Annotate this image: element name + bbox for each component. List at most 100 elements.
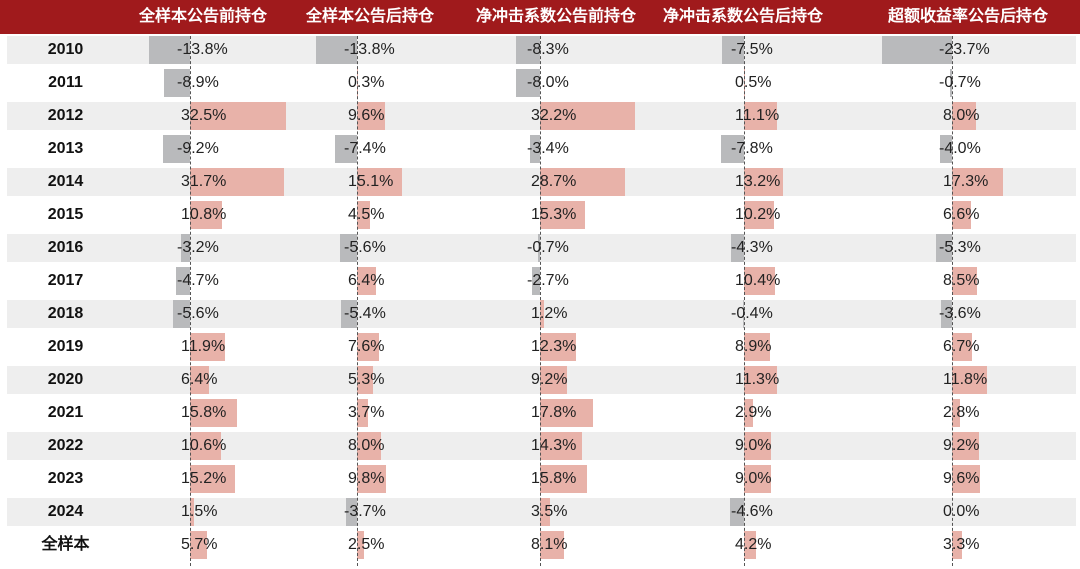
data-bar	[744, 333, 771, 361]
data-label: -0.4%	[731, 305, 773, 322]
data-bar	[190, 102, 286, 130]
column-header: 净冲击系数公告前持仓	[475, 8, 636, 25]
data-bar	[357, 102, 386, 130]
data-label: 0.3%	[348, 74, 385, 91]
data-bar	[744, 432, 771, 460]
data-label: -9.2%	[177, 140, 219, 157]
data-label: -7.8%	[731, 140, 773, 157]
data-label: 28.7%	[531, 173, 577, 190]
data-bar	[744, 168, 783, 196]
data-label: 9.2%	[943, 437, 980, 454]
row-label: 2019	[47, 338, 84, 355]
data-label: 15.2%	[181, 470, 227, 487]
data-bar	[742, 300, 744, 328]
data-label: 11.9%	[181, 338, 226, 355]
data-label: 2.8%	[943, 404, 980, 421]
data-label: -8.0%	[527, 74, 569, 91]
data-bar	[540, 300, 544, 328]
data-bar	[882, 36, 952, 64]
data-label: 9.6%	[943, 470, 980, 487]
data-label: 10.8%	[181, 206, 227, 223]
data-bar	[190, 498, 195, 526]
data-label: 6.4%	[348, 272, 385, 289]
data-bar	[190, 201, 222, 229]
data-label: -7.5%	[731, 41, 773, 58]
row-label: 2016	[47, 239, 84, 256]
data-bar	[149, 36, 190, 64]
row-label: 2023	[47, 470, 84, 487]
data-bar	[540, 333, 577, 361]
row-label: 2020	[47, 371, 84, 388]
column-header: 超额收益率公告后持仓	[887, 8, 1048, 25]
data-label: 10.6%	[181, 437, 227, 454]
data-label: 6.7%	[943, 338, 980, 355]
data-bar	[952, 399, 961, 427]
data-bar	[952, 168, 1004, 196]
zero-line	[952, 36, 953, 566]
data-label: -3.6%	[939, 305, 981, 322]
data-label: 11.8%	[943, 371, 988, 388]
row-label: 2014	[47, 173, 84, 190]
data-bar	[952, 102, 976, 130]
zero-line	[540, 36, 541, 566]
data-label: 8.0%	[943, 107, 980, 124]
data-label: 14.3%	[531, 437, 577, 454]
data-bar	[744, 102, 777, 130]
data-bar	[357, 168, 402, 196]
data-bar	[952, 333, 972, 361]
row-label: 2022	[47, 437, 84, 454]
data-bar	[340, 234, 357, 262]
data-bar	[540, 201, 586, 229]
data-label: 5.3%	[348, 371, 385, 388]
column-header: 全样本公告前持仓	[138, 8, 267, 25]
data-bar	[162, 135, 190, 163]
data-bar	[190, 366, 209, 394]
data-label: 9.0%	[735, 470, 772, 487]
data-bar	[357, 366, 373, 394]
data-label: 1.2%	[531, 305, 568, 322]
data-label: 32.5%	[181, 107, 227, 124]
data-bar	[190, 432, 222, 460]
data-label: 11.3%	[735, 371, 780, 388]
row-label: 2010	[47, 41, 84, 58]
row-label: 2015	[47, 206, 84, 223]
data-bar	[744, 267, 775, 295]
data-label: 9.6%	[348, 107, 385, 124]
data-label: 3.3%	[943, 536, 980, 553]
data-label: 0.0%	[943, 503, 980, 520]
data-bar	[730, 498, 744, 526]
data-bar	[952, 432, 980, 460]
data-label: 13.2%	[735, 173, 781, 190]
data-bar	[952, 201, 972, 229]
data-bar	[180, 234, 190, 262]
data-label: 6.4%	[181, 371, 218, 388]
data-bar	[532, 267, 540, 295]
data-bar	[357, 201, 371, 229]
data-bar	[941, 300, 952, 328]
zero-line	[190, 36, 191, 566]
row-label: 2011	[48, 74, 83, 91]
data-bar	[731, 234, 744, 262]
data-label: 9.0%	[735, 437, 772, 454]
data-label: -0.7%	[527, 239, 569, 256]
data-bar	[540, 102, 635, 130]
data-label: 11.1%	[735, 107, 780, 124]
data-label: -8.9%	[177, 74, 219, 91]
data-bar	[720, 135, 744, 163]
data-bar	[190, 399, 237, 427]
row-label: 全样本	[41, 536, 90, 553]
data-label: -3.4%	[527, 140, 569, 157]
data-label: 8.0%	[348, 437, 385, 454]
data-bar	[335, 135, 357, 163]
row-label: 2018	[47, 305, 84, 322]
data-label: -3.7%	[344, 503, 386, 520]
data-label: -4.6%	[731, 503, 773, 520]
data-bar	[346, 498, 357, 526]
data-label: 8.9%	[735, 338, 772, 355]
data-label: 12.3%	[531, 338, 577, 355]
data-bar	[357, 399, 368, 427]
data-label: -8.3%	[527, 41, 569, 58]
data-label: 9.8%	[348, 470, 385, 487]
data-label: 2.9%	[735, 404, 772, 421]
